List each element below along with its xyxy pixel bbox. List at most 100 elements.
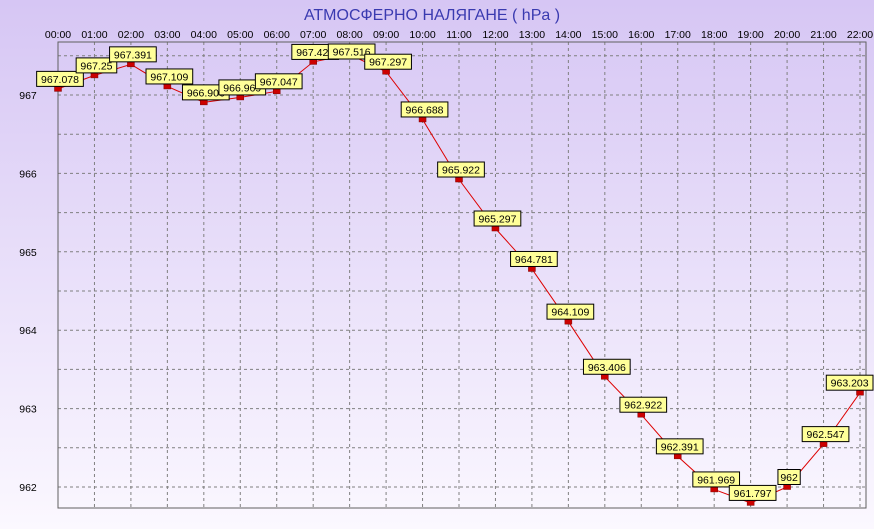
data-label: 966.688	[400, 101, 449, 118]
data-label-text: 963.406	[588, 362, 626, 374]
data-label-box	[437, 161, 485, 178]
data-label-text: 965.922	[442, 165, 480, 177]
plot-frame	[57, 41, 867, 509]
data-point	[309, 59, 317, 65]
data-label: 967.25	[75, 57, 118, 74]
x-tick-label: 19:00	[737, 29, 763, 41]
data-point	[54, 86, 62, 92]
data-label: 964.109	[546, 303, 595, 320]
x-tick-label: 20:00	[774, 29, 800, 41]
data-point	[746, 500, 755, 506]
data-point	[856, 389, 864, 396]
y-tick-label: 967	[19, 90, 37, 102]
x-tick-label: 03:00	[154, 29, 180, 41]
data-point	[90, 72, 99, 79]
x-tick-label: 06:00	[264, 29, 290, 41]
x-tick-label: 15:00	[592, 29, 618, 41]
data-label: 963.406	[582, 358, 631, 375]
data-label-box	[619, 396, 668, 413]
data-label: 965.922	[437, 161, 485, 178]
data-label-text: 962	[780, 472, 798, 484]
data-label: 967.391	[109, 46, 157, 63]
data-label-text: 966.906	[187, 87, 225, 99]
y-tick-label: 964	[19, 325, 37, 337]
data-label-text: 967.391	[114, 49, 152, 61]
x-tick-label: 21:00	[810, 29, 836, 41]
data-label-text: 966.969	[223, 82, 261, 94]
data-label-box	[510, 250, 558, 267]
data-label-box	[75, 57, 118, 74]
data-label-box	[473, 210, 522, 227]
data-point	[382, 68, 390, 75]
data-point	[455, 176, 463, 183]
data-label-text: 967.516	[333, 47, 371, 59]
data-label: 961.969	[692, 471, 741, 488]
data-label-box	[400, 101, 449, 118]
chart-title: АТМОСФЕРНО НАЛЯГАНЕ ( hPa )	[304, 7, 560, 24]
x-tick-label: 09:00	[373, 29, 399, 41]
data-label-text: 967.078	[41, 74, 79, 86]
data-point	[127, 61, 135, 68]
data-label: 962.391	[655, 438, 704, 455]
data-point	[819, 441, 828, 447]
data-point	[272, 88, 281, 95]
x-tick-label: 10:00	[409, 29, 435, 41]
data-point	[710, 486, 718, 493]
data-point	[528, 266, 536, 272]
y-tick-label: 965	[19, 247, 37, 259]
data-label-box	[655, 438, 704, 455]
x-tick-label: 12:00	[482, 29, 508, 41]
data-label-text: 962.922	[624, 400, 662, 412]
data-point	[783, 484, 791, 490]
x-tick-label: 17:00	[665, 29, 691, 41]
data-label: 967.516	[327, 43, 376, 60]
data-label-box	[582, 358, 631, 375]
data-label: 963.203	[825, 374, 874, 391]
data-label-box	[801, 426, 850, 443]
x-tick-label: 22:00	[847, 29, 873, 41]
data-label-box	[692, 471, 741, 488]
data-point	[673, 453, 682, 460]
data-label-box	[825, 374, 874, 391]
data-label: 962	[777, 469, 801, 485]
data-label-text: 967.109	[150, 71, 188, 83]
data-label-text: 967.297	[369, 57, 407, 69]
data-label-box	[36, 70, 84, 87]
data-label-box	[777, 469, 801, 485]
data-label-box	[546, 303, 595, 320]
data-label: 965.297	[473, 210, 522, 227]
x-tick-label: 04:00	[191, 29, 217, 41]
data-point	[564, 318, 573, 325]
data-label-text: 961.797	[734, 488, 772, 500]
data-point	[418, 116, 427, 123]
x-tick-label: 00:00	[45, 29, 71, 41]
grid	[58, 42, 866, 508]
data-label: 961.797	[728, 484, 777, 501]
axis-ticks: 00:00 01:00 02:00 03:00 04:00 05:00 06:00 07:00…	[19, 29, 873, 494]
data-point	[601, 374, 609, 380]
data-label: 966.969	[218, 79, 267, 96]
data-label: 967.078	[36, 70, 84, 87]
data-label-text: 966.688	[406, 104, 444, 116]
data-label-box	[364, 53, 412, 70]
data-label-text: 967.047	[260, 76, 298, 88]
data-point	[163, 83, 172, 90]
data-label: 962.547	[801, 426, 850, 443]
x-tick-label: 08:00	[336, 29, 362, 41]
data-label-box	[109, 46, 157, 63]
data-label-box	[254, 73, 303, 90]
data-label-text: 967.422	[296, 47, 334, 59]
data-point	[491, 225, 500, 232]
x-tick-label: 16:00	[628, 29, 654, 41]
x-tick-label: 05:00	[227, 29, 253, 41]
data-label: 967.422	[291, 43, 340, 60]
data-label-box	[327, 43, 376, 60]
data-label: 967.047	[254, 73, 303, 90]
data-label-text: 961.969	[697, 474, 735, 486]
x-tick-label: 14:00	[555, 29, 581, 41]
data-label: 964.781	[510, 250, 558, 267]
data-label: 962.922	[619, 396, 668, 413]
data-label-box	[728, 484, 777, 501]
